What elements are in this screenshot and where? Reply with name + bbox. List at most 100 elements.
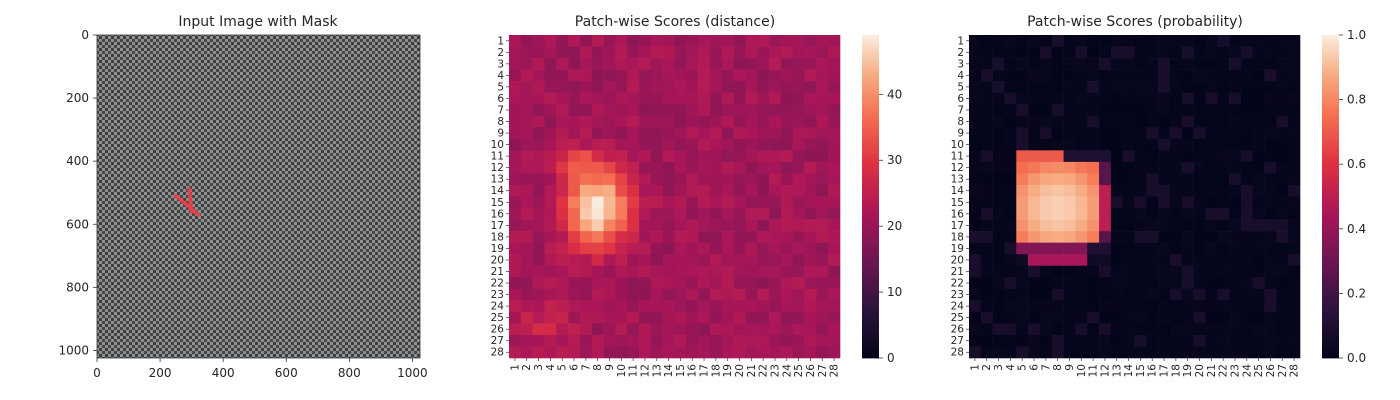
heatmap-cell	[1205, 184, 1218, 197]
colorbar-segment	[1322, 113, 1339, 117]
heatmap-cell	[745, 46, 758, 59]
colorbar-segment	[862, 129, 879, 133]
heatmap-cell	[650, 184, 663, 197]
heatmap-cell	[603, 208, 616, 220]
image-y-tick-label: 200	[66, 91, 89, 105]
heatmap-x-tick-label: 17	[1159, 364, 1171, 377]
heatmap-cell	[1146, 231, 1159, 243]
colorbar-segment	[1322, 288, 1339, 292]
heatmap-cell	[650, 81, 663, 93]
heatmap-cell	[1169, 196, 1183, 209]
heatmap-cell	[662, 104, 675, 117]
heatmap-cell	[579, 69, 593, 82]
heatmap-cell	[1075, 92, 1088, 105]
heatmap-cell	[532, 138, 545, 151]
heatmap-cell	[1110, 127, 1123, 140]
heatmap-cell	[769, 161, 782, 174]
heatmap-cell	[816, 161, 829, 174]
heatmap-cell	[674, 196, 687, 209]
heatmap-cell	[969, 334, 982, 347]
heatmap-cell	[1205, 127, 1218, 140]
heatmap-cell	[980, 184, 993, 197]
heatmap-cell	[1134, 150, 1147, 163]
heatmap-cell	[757, 161, 770, 174]
heatmap-cell	[980, 231, 993, 243]
heatmap-cell	[1051, 323, 1064, 336]
heatmap-cell	[1158, 265, 1171, 278]
colorbar-segment	[862, 99, 879, 103]
distance-heatmap-panel: Patch-wise Scores (distance) 12345678910…	[491, 14, 903, 377]
heatmap-x-tick-label: 28	[829, 364, 841, 377]
heatmap-cell	[615, 311, 628, 324]
heatmap-y-tick-label: 9	[497, 128, 504, 140]
heatmap-cell	[1004, 231, 1017, 243]
heatmap-cell	[1158, 300, 1171, 313]
heatmap-cell	[769, 35, 782, 47]
heatmap-cell	[1264, 219, 1277, 232]
heatmap-cell	[1252, 69, 1265, 82]
heatmap-cell	[520, 323, 533, 336]
heatmap-cell	[520, 150, 533, 163]
heatmap-cell	[591, 231, 604, 243]
heatmap-cell	[1004, 184, 1017, 197]
heatmap-cell	[639, 35, 652, 47]
heatmap-cell	[721, 219, 734, 232]
heatmap-cell	[627, 346, 640, 359]
heatmap-y-tick-label: 23	[491, 289, 504, 301]
heatmap-cell	[1240, 346, 1254, 359]
heatmap-cell	[780, 231, 794, 243]
heatmap-cell	[709, 46, 723, 59]
heatmap-cell	[1252, 161, 1265, 174]
heatmap-cell	[1016, 81, 1029, 93]
colorbar-segment	[862, 204, 879, 208]
heatmap-cell	[1028, 219, 1041, 232]
heatmap-cell	[1205, 242, 1218, 255]
heatmap-y-tick-label: 20	[951, 254, 964, 266]
heatmap-cell	[992, 196, 1005, 209]
heatmap-cell	[1110, 173, 1123, 186]
heatmap-cell	[662, 242, 675, 255]
heatmap-cell	[1276, 115, 1289, 128]
colorbar-segment	[1322, 328, 1339, 332]
heatmap-cell	[1146, 173, 1159, 186]
heatmap-cell	[556, 196, 569, 209]
heatmap-cell	[579, 219, 593, 232]
heatmap-cell	[1229, 115, 1242, 128]
colorbar-segment	[1322, 158, 1339, 162]
heatmap-cell	[1004, 265, 1017, 278]
colorbar-segment	[1322, 169, 1339, 173]
heatmap-cell	[721, 69, 734, 82]
heatmap-cell	[769, 184, 782, 197]
heatmap-cell	[1063, 242, 1076, 255]
heatmap-cell	[1004, 92, 1017, 105]
heatmap-cell	[745, 323, 758, 336]
heatmap-cell	[615, 46, 628, 59]
colorbar-segment	[1322, 107, 1339, 111]
heatmap-cell	[1063, 104, 1076, 117]
heatmap-cell	[1158, 81, 1171, 93]
colorbar-segment	[862, 199, 879, 203]
heatmap-cell	[769, 219, 782, 232]
colorbar-segment	[862, 228, 879, 232]
heatmap-cell	[1028, 208, 1041, 220]
colorbar-segment	[1322, 244, 1339, 249]
heatmap-cell	[969, 81, 982, 93]
heatmap-cell	[804, 161, 817, 174]
colorbar-segment	[862, 104, 879, 109]
colorbar-segment	[1322, 352, 1339, 356]
heatmap-cell	[709, 288, 723, 301]
heatmap-cell	[639, 115, 652, 128]
heatmap-cell	[556, 346, 569, 359]
heatmap-cell	[674, 138, 687, 151]
heatmap-cell	[568, 254, 581, 267]
heatmap-cell	[1087, 254, 1100, 267]
heatmap-cell	[1252, 196, 1265, 209]
heatmap-cell	[780, 196, 794, 209]
heatmap-cell	[1087, 346, 1100, 359]
colorbar-segment	[1322, 83, 1339, 87]
heatmap-cell	[1181, 127, 1194, 140]
heatmap-cell	[804, 254, 817, 267]
heatmap-cell	[969, 161, 982, 174]
heatmap-cell	[603, 104, 616, 117]
heatmap-cell	[1122, 69, 1135, 82]
